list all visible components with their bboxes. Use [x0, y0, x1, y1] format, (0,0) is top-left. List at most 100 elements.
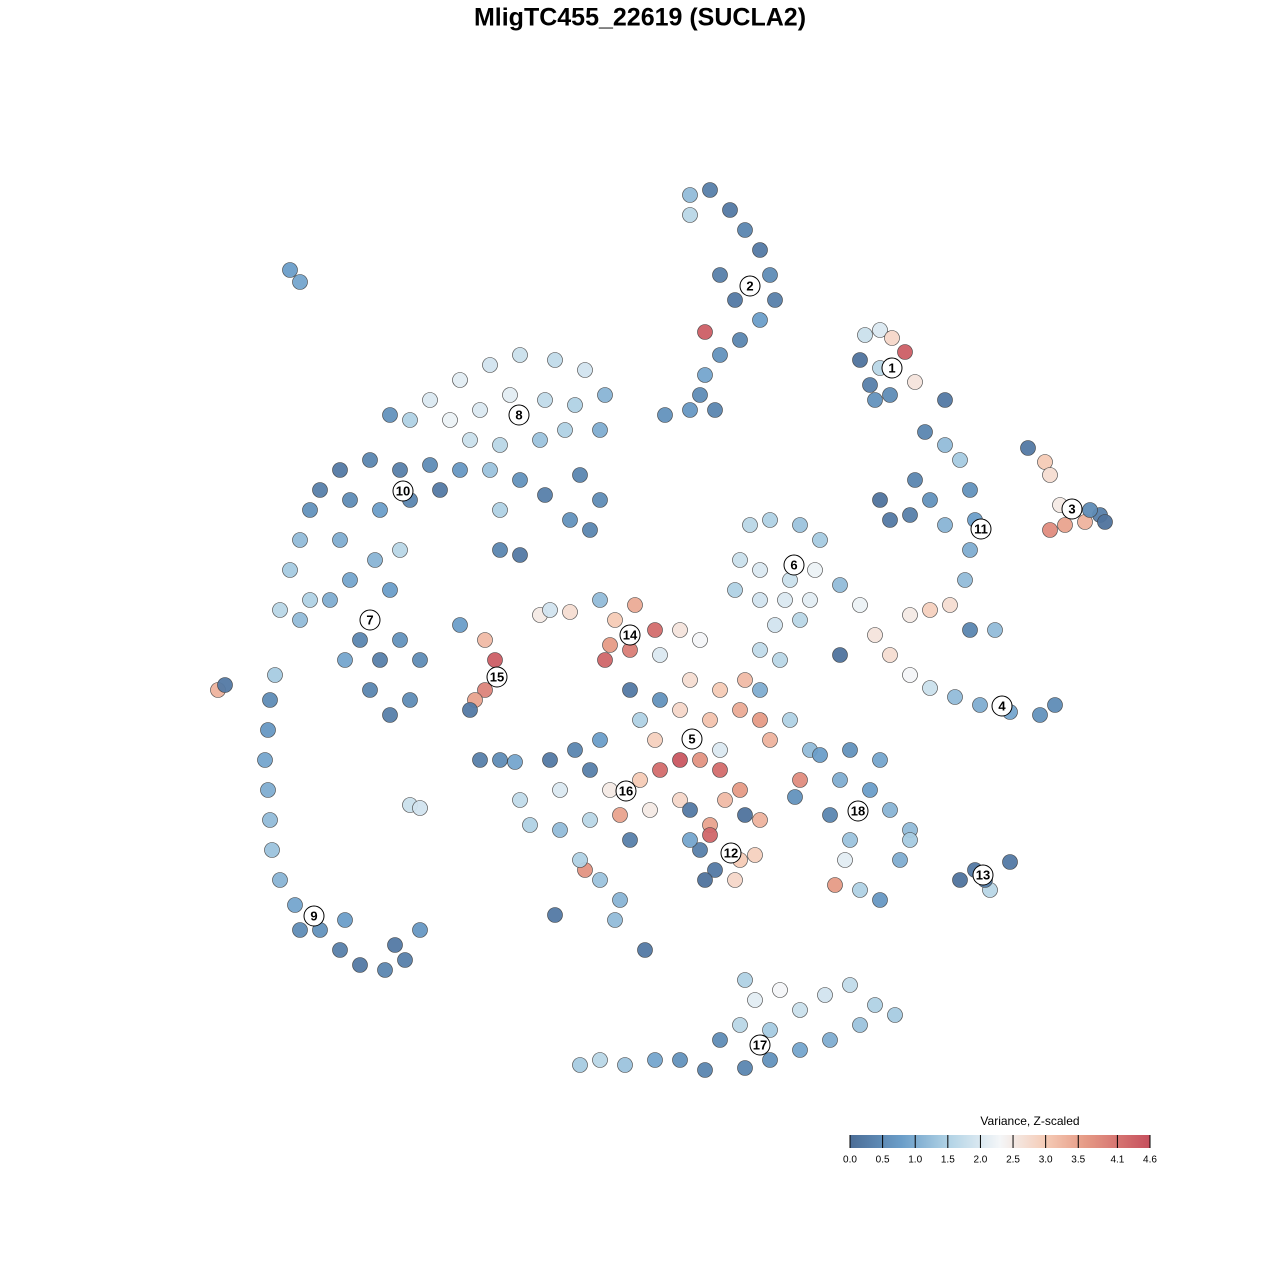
- cell-point: [542, 752, 558, 768]
- cell-point: [762, 512, 778, 528]
- cell-point: [412, 800, 428, 816]
- cell-point: [1042, 522, 1058, 538]
- cell-point: [217, 677, 233, 693]
- cell-point: [952, 452, 968, 468]
- cell-point: [612, 892, 628, 908]
- cell-point: [882, 512, 898, 528]
- cell-point: [692, 632, 708, 648]
- cell-point: [592, 732, 608, 748]
- cell-point: [792, 1042, 808, 1058]
- cluster-label: 14: [623, 627, 638, 642]
- cell-point: [582, 812, 598, 828]
- cell-point: [682, 187, 698, 203]
- cell-point: [392, 542, 408, 558]
- cell-point: [482, 462, 498, 478]
- cell-point: [937, 392, 953, 408]
- cluster-label: 1: [888, 360, 895, 375]
- cluster-label: 12: [724, 845, 738, 860]
- cell-point: [672, 792, 688, 808]
- cell-point: [352, 957, 368, 973]
- cell-point: [332, 532, 348, 548]
- colorbar-tick-label: 2.5: [1006, 1155, 1020, 1166]
- cell-point: [477, 682, 493, 698]
- cell-point: [312, 482, 328, 498]
- cell-point: [692, 387, 708, 403]
- cell-point: [812, 532, 828, 548]
- cell-point: [577, 362, 593, 378]
- cell-point: [782, 712, 798, 728]
- cell-point: [342, 492, 358, 508]
- cell-point: [542, 602, 558, 618]
- cell-point: [857, 327, 873, 343]
- cell-point: [882, 802, 898, 818]
- cell-point: [322, 592, 338, 608]
- cell-point: [697, 367, 713, 383]
- cluster-marker: [619, 624, 641, 646]
- cell-point: [802, 592, 818, 608]
- cell-point: [852, 352, 868, 368]
- cell-point: [264, 842, 280, 858]
- cell-point: [472, 752, 488, 768]
- cell-point: [672, 752, 688, 768]
- cluster-label: 17: [753, 1037, 767, 1052]
- cluster-label: 10: [396, 483, 410, 498]
- cell-point: [672, 622, 688, 638]
- cell-point: [282, 262, 298, 278]
- cell-point: [257, 752, 273, 768]
- cell-point: [392, 632, 408, 648]
- cell-point: [712, 347, 728, 363]
- cell-point: [917, 424, 933, 440]
- cell-point: [272, 602, 288, 618]
- cluster-label: 15: [490, 669, 504, 684]
- cell-point: [592, 492, 608, 508]
- cell-point: [702, 712, 718, 728]
- cell-point: [887, 1007, 903, 1023]
- cell-point: [557, 422, 573, 438]
- cell-point: [922, 680, 938, 696]
- cell-point: [852, 882, 868, 898]
- colorbar-tick-label: 4.6: [1143, 1155, 1157, 1166]
- cluster-marker: [486, 666, 508, 688]
- cell-point: [867, 627, 883, 643]
- cell-point: [712, 742, 728, 758]
- cell-point: [842, 832, 858, 848]
- cell-point: [872, 752, 888, 768]
- cell-point: [432, 482, 448, 498]
- cell-point: [537, 392, 553, 408]
- cell-point: [832, 647, 848, 663]
- cell-point: [397, 952, 413, 968]
- cell-point: [532, 432, 548, 448]
- cell-point: [352, 632, 368, 648]
- cluster-marker: [681, 728, 703, 750]
- cell-point: [1057, 517, 1073, 533]
- cell-point: [477, 632, 493, 648]
- cell-point: [402, 412, 418, 428]
- cell-point: [572, 1057, 588, 1073]
- cell-point: [652, 692, 668, 708]
- cell-point: [822, 807, 838, 823]
- colorbar-tick-label: 1.5: [941, 1155, 955, 1166]
- cluster-marker: [783, 554, 805, 576]
- cell-point: [512, 347, 528, 363]
- cell-point: [612, 807, 628, 823]
- cell-point: [647, 622, 663, 638]
- cell-point: [787, 789, 803, 805]
- cell-point: [732, 782, 748, 798]
- cell-point: [792, 612, 808, 628]
- colorbar-tick-label: 2.0: [973, 1155, 987, 1166]
- cell-point: [262, 812, 278, 828]
- cell-point: [627, 597, 643, 613]
- cell-point: [552, 782, 568, 798]
- cell-point: [882, 387, 898, 403]
- cluster-marker: [392, 480, 414, 502]
- cell-point: [767, 292, 783, 308]
- cell-point: [722, 202, 738, 218]
- cell-point: [332, 942, 348, 958]
- cell-point: [842, 977, 858, 993]
- cell-point: [392, 462, 408, 478]
- cell-point: [332, 462, 348, 478]
- colorbar-title: Variance, Z-scaled: [980, 1114, 1079, 1128]
- cell-point: [762, 1022, 778, 1038]
- cell-point: [712, 762, 728, 778]
